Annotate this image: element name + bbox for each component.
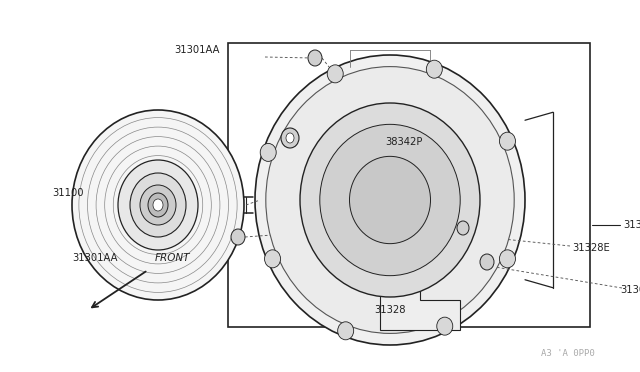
Ellipse shape <box>300 103 480 297</box>
Ellipse shape <box>118 160 198 250</box>
Ellipse shape <box>148 193 168 217</box>
Ellipse shape <box>480 254 494 270</box>
Text: 31328: 31328 <box>374 305 406 315</box>
Ellipse shape <box>327 65 343 83</box>
Ellipse shape <box>436 317 452 335</box>
Ellipse shape <box>130 173 186 237</box>
Polygon shape <box>380 275 460 330</box>
Ellipse shape <box>72 110 244 300</box>
Ellipse shape <box>499 250 515 268</box>
Text: 31301A: 31301A <box>620 285 640 295</box>
Ellipse shape <box>231 229 245 245</box>
Ellipse shape <box>266 67 514 333</box>
Ellipse shape <box>308 50 322 66</box>
Ellipse shape <box>349 156 431 244</box>
Text: 31328E: 31328E <box>572 243 610 253</box>
Ellipse shape <box>320 124 460 276</box>
Ellipse shape <box>255 55 525 345</box>
Ellipse shape <box>153 199 163 211</box>
Ellipse shape <box>264 250 280 268</box>
Ellipse shape <box>281 128 299 148</box>
Ellipse shape <box>499 132 515 150</box>
Text: FRONT: FRONT <box>155 253 191 263</box>
Text: 38342P: 38342P <box>385 137 422 147</box>
Text: 31301AA: 31301AA <box>72 253 118 263</box>
Ellipse shape <box>260 143 276 161</box>
Text: A3 'A 0PP0: A3 'A 0PP0 <box>541 349 595 358</box>
Ellipse shape <box>426 60 442 78</box>
Text: 31100: 31100 <box>52 188 83 198</box>
Ellipse shape <box>286 133 294 143</box>
Ellipse shape <box>338 322 354 340</box>
Text: 31301AA: 31301AA <box>175 45 220 55</box>
Bar <box>228 43 590 327</box>
Ellipse shape <box>457 221 469 235</box>
Text: 31300: 31300 <box>623 220 640 230</box>
Ellipse shape <box>140 185 176 225</box>
